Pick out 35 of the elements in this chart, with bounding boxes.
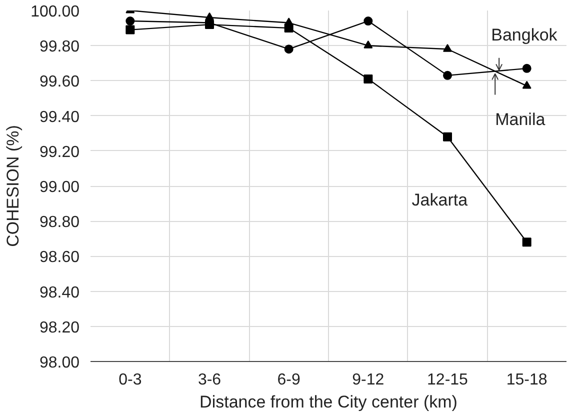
x-tick-label: 0-3 (118, 372, 142, 388)
point (443, 70, 452, 80)
point (284, 24, 294, 33)
y-tick-label: 99.40 (39, 108, 80, 126)
y-tick-label: 98.00 (39, 354, 80, 372)
point (522, 80, 532, 89)
y-axis-title: COHESION (%) (4, 125, 23, 247)
point (522, 238, 532, 247)
y-tick-label: 99.60 (39, 74, 80, 91)
y-tick-label: 99.00 (39, 179, 80, 196)
x-axis-title: Distance from the City center (km) (200, 392, 458, 412)
y-tick-label: 98.40 (39, 284, 80, 302)
y-tick-label: 100.00 (30, 4, 80, 20)
point (443, 132, 452, 142)
y-tick-label: 98.80 (39, 214, 80, 232)
text: Manila (495, 110, 546, 129)
point (126, 25, 135, 34)
y-tick-label: 99.20 (39, 144, 80, 161)
y-tick-label: 98.60 (39, 249, 80, 266)
series-label: Bangkok (491, 26, 558, 45)
x-tick-label: 6-9 (277, 372, 300, 388)
point (126, 16, 135, 26)
x-tick-label: 12-15 (427, 372, 468, 388)
y-tick-label: 98.20 (39, 319, 80, 336)
point (364, 40, 373, 48)
x-tick-label: 3-6 (198, 372, 222, 388)
x-tick-label: 15-18 (506, 372, 548, 388)
point (522, 64, 532, 73)
point (364, 74, 373, 84)
x-tick-label: 9-12 (352, 372, 384, 388)
y-tick-label: 99.80 (39, 38, 80, 56)
series-label: Jakarta (412, 190, 468, 210)
point (364, 16, 373, 26)
point (284, 44, 294, 54)
point (443, 44, 452, 52)
